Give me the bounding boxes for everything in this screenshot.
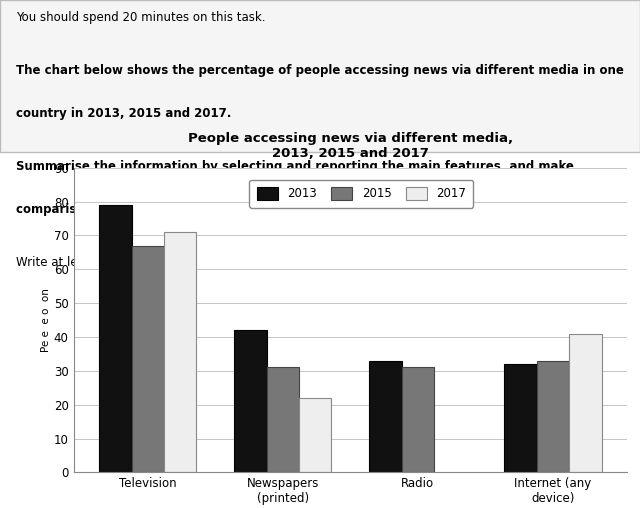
Bar — [299, 398, 332, 472]
Title: People accessing news via different media,
2013, 2015 and 2017: People accessing news via different medi… — [188, 132, 513, 160]
Bar — [164, 232, 196, 472]
Bar — [402, 367, 434, 472]
Text: Write at least 150 words.: Write at least 150 words. — [16, 256, 164, 269]
Legend: 2013, 2015, 2017: 2013, 2015, 2017 — [250, 180, 474, 208]
Bar — [99, 205, 132, 472]
FancyBboxPatch shape — [0, 0, 640, 152]
Bar — [132, 245, 164, 472]
Bar — [504, 364, 537, 472]
Text: country in 2013, 2015 and 2017.: country in 2013, 2015 and 2017. — [16, 107, 232, 120]
Bar — [569, 334, 602, 472]
Bar — [234, 330, 267, 472]
Bar — [369, 361, 402, 472]
Bar — [537, 361, 569, 472]
Y-axis label: Pe e  e o  on: Pe e e o on — [41, 288, 51, 352]
Text: You should spend 20 minutes on this task.: You should spend 20 minutes on this task… — [16, 11, 266, 24]
Text: The chart below shows the percentage of people accessing news via different medi: The chart below shows the percentage of … — [16, 64, 624, 77]
Text: comparisons where relevant.: comparisons where relevant. — [16, 203, 209, 216]
Bar — [267, 367, 299, 472]
Text: Summarise the information by selecting and reporting the main features, and make: Summarise the information by selecting a… — [16, 160, 574, 173]
